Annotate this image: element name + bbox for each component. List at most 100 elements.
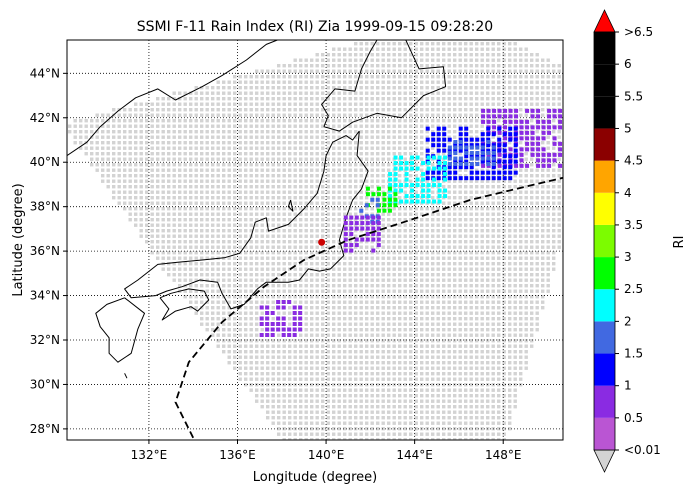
swath-pixel xyxy=(365,234,369,238)
swath-pixel xyxy=(359,284,363,288)
swath-pixel xyxy=(392,64,396,68)
swath-pixel xyxy=(447,295,451,299)
swath-pixel xyxy=(282,119,286,123)
swath-pixel xyxy=(282,102,286,106)
swath-pixel xyxy=(288,108,292,112)
swath-pixel xyxy=(530,53,534,57)
swath-pixel xyxy=(194,163,198,167)
swath-pixel xyxy=(150,102,154,106)
swath-pixel xyxy=(211,179,215,183)
swath-pixel xyxy=(288,168,292,172)
swath-pixel xyxy=(200,256,204,260)
swath-pixel xyxy=(161,163,165,167)
swath-pixel xyxy=(398,383,402,387)
swath-pixel xyxy=(315,300,319,304)
swath-pixel xyxy=(321,185,325,189)
swath-pixel xyxy=(486,201,490,205)
swath-pixel xyxy=(447,421,451,425)
swath-pixel xyxy=(491,168,495,172)
swath-pixel xyxy=(233,75,237,79)
swath-pixel xyxy=(491,190,495,194)
swath-pixel xyxy=(436,212,440,216)
swath-pixel xyxy=(469,361,473,365)
swath-pixel xyxy=(123,179,127,183)
swath-pixel xyxy=(453,278,457,282)
swath-pixel xyxy=(420,410,424,414)
swath-pixel xyxy=(117,201,121,205)
swath-pixel xyxy=(266,256,270,260)
swath-pixel xyxy=(222,328,226,332)
swath-pixel xyxy=(326,218,330,222)
swath-pixel xyxy=(150,218,154,222)
swath-pixel xyxy=(211,141,215,145)
swath-pixel xyxy=(315,438,319,440)
swath-pixel xyxy=(442,223,446,227)
swath-pixel xyxy=(491,58,495,62)
swath-pixel xyxy=(244,130,248,134)
rain-pixel xyxy=(508,119,513,124)
swath-pixel xyxy=(211,185,215,189)
swath-pixel xyxy=(398,317,402,321)
swath-pixel xyxy=(365,163,369,167)
swath-pixel xyxy=(337,223,341,227)
swath-pixel xyxy=(491,218,495,222)
swath-pixel xyxy=(304,421,308,425)
swath-pixel xyxy=(387,388,391,392)
swath-pixel xyxy=(403,240,407,244)
swath-pixel xyxy=(376,410,380,414)
swath-pixel xyxy=(238,179,242,183)
swath-pixel xyxy=(260,240,264,244)
swath-pixel xyxy=(486,377,490,381)
swath-pixel xyxy=(145,223,149,227)
swath-pixel xyxy=(200,113,204,117)
swath-pixel xyxy=(376,80,380,84)
swath-pixel xyxy=(266,344,270,348)
swath-pixel xyxy=(376,212,380,216)
swath-pixel xyxy=(128,218,132,222)
swath-pixel xyxy=(387,256,391,260)
swath-pixel xyxy=(95,157,99,161)
swath-pixel xyxy=(359,306,363,310)
swath-pixel xyxy=(370,394,374,398)
swath-pixel xyxy=(216,278,220,282)
rain-pixel xyxy=(514,114,519,119)
swath-pixel xyxy=(354,251,358,255)
swath-pixel xyxy=(288,251,292,255)
swath-pixel xyxy=(414,163,418,167)
swath-pixel xyxy=(541,201,545,205)
swath-pixel xyxy=(502,361,506,365)
swath-pixel xyxy=(167,119,171,123)
swath-pixel xyxy=(403,267,407,271)
swath-pixel xyxy=(447,366,451,370)
swath-pixel xyxy=(139,168,143,172)
swath-pixel xyxy=(469,108,473,112)
swath-pixel xyxy=(458,229,462,233)
swath-pixel xyxy=(299,218,303,222)
swath-pixel xyxy=(288,75,292,79)
swath-pixel xyxy=(365,256,369,260)
swath-pixel xyxy=(414,256,418,260)
swath-pixel xyxy=(458,300,462,304)
swath-pixel xyxy=(425,240,429,244)
swath-pixel xyxy=(486,339,490,343)
swath-pixel xyxy=(458,201,462,205)
swath-pixel xyxy=(431,75,435,79)
swath-pixel xyxy=(194,289,198,293)
swath-pixel xyxy=(128,130,132,134)
swath-pixel xyxy=(315,273,319,277)
swath-pixel xyxy=(469,350,473,354)
swath-pixel xyxy=(288,113,292,117)
swath-pixel xyxy=(480,394,484,398)
swath-pixel xyxy=(172,229,176,233)
swath-pixel xyxy=(161,256,165,260)
swath-pixel xyxy=(233,163,237,167)
swath-pixel xyxy=(282,190,286,194)
swath-pixel xyxy=(249,333,253,337)
swath-pixel xyxy=(458,328,462,332)
swath-pixel xyxy=(409,245,413,249)
swath-pixel xyxy=(260,135,264,139)
swath-pixel xyxy=(211,306,215,310)
swath-pixel xyxy=(167,201,171,205)
swath-pixel xyxy=(216,284,220,288)
swath-pixel xyxy=(453,300,457,304)
